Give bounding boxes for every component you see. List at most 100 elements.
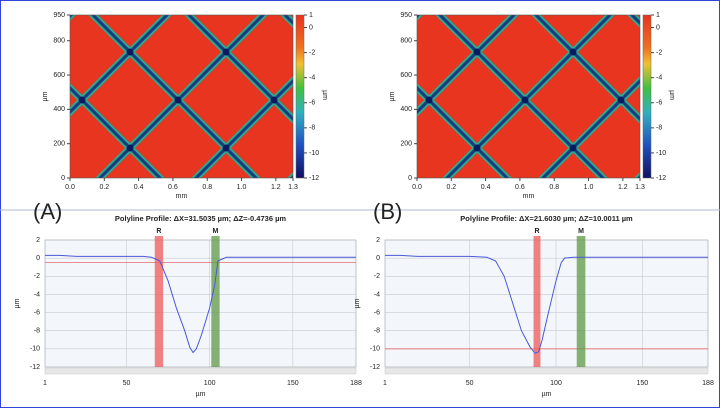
groove-node [569,48,577,56]
groove-node [271,193,278,200]
plot-frame [416,14,641,179]
groove [97,15,266,178]
x-tick-label: 150 [287,380,299,387]
groove [540,78,640,178]
groove-node [222,144,230,152]
y-tick-label: 0 [376,255,380,262]
x-tick-label: 1 [383,380,387,387]
groove-node [270,96,278,104]
x-tick-label: 1.3 [288,184,298,191]
panel-label: (B) [373,199,402,224]
groove-node [271,1,278,8]
x-tick-label: 100 [204,380,216,387]
y-tick-label: -8 [34,328,40,335]
x-tick-label: 50 [466,380,474,387]
cursor-band[interactable] [211,236,220,367]
colorbar-tick-label: -6 [309,100,315,107]
y-tick-label: -12 [30,364,40,371]
groove-node [378,49,385,56]
groove-node [569,144,577,152]
x-axis-label: µm [196,391,206,398]
groove [656,0,720,198]
y-tick-label: 0 [408,175,412,182]
x-tick-label: 0.0 [65,184,75,191]
groove-node [473,144,481,152]
groove [417,85,510,178]
colorbar-tick-label: -6 [656,100,662,107]
groove-node [367,1,374,8]
groove-node [79,193,86,200]
plot-frame [69,14,294,179]
groove [90,15,259,178]
groove-node [522,1,529,8]
groove-node [521,96,529,104]
cursor-label: R [534,228,539,235]
y-tick-label: 2 [376,237,380,244]
y-tick-label: -2 [34,273,40,280]
x-tick-label: 1.0 [237,184,247,191]
groove-node [330,97,337,104]
groove-node [666,145,673,152]
plot-area [44,239,357,368]
groove [437,15,606,178]
x-axis-label: mm [176,193,188,200]
x-tick-label: 0.8 [549,184,559,191]
y-tick-label: 800 [53,38,65,45]
groove-node [174,96,182,104]
height-map [31,0,720,200]
groove-node [666,49,673,56]
x-tick-label: 1.2 [618,184,628,191]
cursor-band[interactable] [576,236,586,367]
x-tick-label: 0.2 [446,184,456,191]
groove-node [367,97,374,104]
groove-node [617,96,625,104]
y-axis-label: µm [354,298,361,308]
y-tick-label: 0 [61,175,65,182]
y-tick-label: -12 [370,364,380,371]
groove-node [79,1,86,8]
height-map [330,0,720,198]
y-tick-label: 200 [53,141,65,148]
y-tick-label: 600 [400,72,412,79]
y-tick-label: 200 [400,141,412,148]
y-tick-label: 400 [53,106,65,113]
y-tick-label: -4 [34,291,40,298]
cursor-band[interactable] [533,236,541,367]
scrollbar[interactable] [384,367,709,375]
groove [533,15,640,122]
x-tick-label: 188 [350,380,362,387]
colorbar-tick-label: -10 [656,150,666,157]
groove-node [31,49,38,56]
x-tick-label: 1.2 [271,184,281,191]
colorbar [295,14,305,179]
groove-node [330,1,337,8]
groove-node [222,48,230,56]
colorbar-tick-label: -12 [656,175,666,182]
groove [186,15,293,122]
groove-edge [708,0,720,198]
colorbar-tick-label: 1 [309,12,313,19]
scrollbar[interactable] [44,367,357,375]
x-tick-label: 1.3 [635,184,645,191]
colorbar-tick-label: -8 [656,125,662,132]
y-axis-label: µm [14,298,21,308]
cursor-band[interactable] [154,236,164,367]
x-axis-label: mm [523,193,535,200]
colorbar-tick-label: -2 [656,49,662,56]
cursor-label: M [578,228,584,235]
x-tick-label: 1 [43,380,47,387]
y-tick-label: 950 [53,12,65,19]
surface-image [31,0,720,200]
groove-edge [656,0,720,198]
x-tick-label: 0.4 [134,184,144,191]
chart-title: Polyline Profile: ΔX=31.5035 µm; ΔZ=-0.4… [115,214,286,223]
y-tick-label: 800 [400,38,412,45]
groove-node [175,1,182,8]
groove-node [425,96,433,104]
groove-node [126,144,134,152]
groove [70,15,170,115]
groove-node [378,145,385,152]
colorbar [642,14,652,179]
x-tick-label: 0.0 [412,184,422,191]
